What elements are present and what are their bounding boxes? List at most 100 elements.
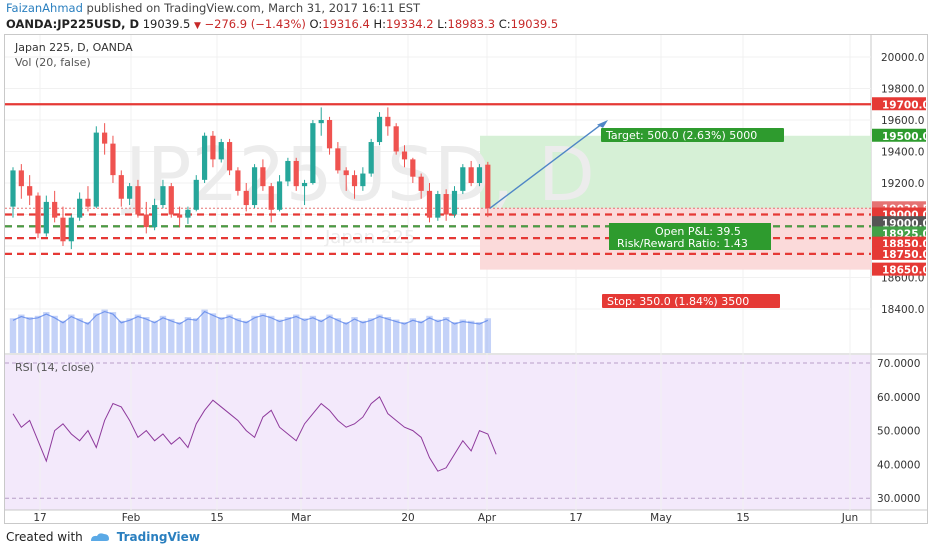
volume-bar (434, 319, 442, 353)
price-tag-bg (872, 128, 926, 142)
volume-bar (151, 320, 158, 353)
author-link[interactable]: FaizanAhmad (6, 1, 83, 15)
volume-bar (409, 318, 417, 353)
volume-bar (51, 315, 58, 353)
created-with-text: Created with (6, 530, 83, 544)
candle-body (43, 201, 49, 234)
candle-body (226, 142, 233, 171)
price-tag-bg (872, 216, 926, 230)
time-tick-label: 17 (33, 512, 46, 523)
candle-body (143, 214, 149, 228)
time-tick-label: 15 (210, 512, 223, 523)
rsi-tick-label: 30.0000 (877, 493, 920, 505)
volume-bar (451, 322, 458, 353)
volume-bar (376, 314, 383, 353)
price-tick-label: 18400.0 (881, 304, 924, 316)
tradingview-cloud-icon (90, 533, 109, 541)
candle-body (152, 205, 158, 228)
candle-body (426, 190, 433, 218)
published-text: published on TradingView.com, March 31, … (86, 1, 421, 15)
time-tick-label: 20 (401, 512, 414, 523)
volume-bar (276, 319, 283, 353)
volume-bar (76, 318, 83, 353)
candle-body (351, 175, 358, 187)
close-label: C: (498, 17, 511, 31)
candle-body (468, 167, 474, 183)
candle-body (451, 190, 458, 215)
candle-body (127, 186, 133, 199)
candle-body (310, 123, 316, 183)
stop-label: Stop: 350.0 (1.84%) 3500 (607, 295, 749, 308)
volume-bar (401, 322, 408, 353)
price-tag-label: 18650.0 (882, 265, 927, 277)
volume-bar (18, 314, 25, 353)
candle-body (210, 135, 216, 160)
volume-bar (293, 314, 300, 353)
volume-bar (334, 318, 342, 353)
volume-bar (93, 313, 100, 353)
volume-bar (9, 318, 17, 353)
candle-body (168, 186, 174, 215)
volume-bar (34, 315, 42, 353)
volume-bar (176, 322, 183, 353)
candle-body (335, 148, 341, 171)
symbol-watermark: JP225USD, D (121, 132, 595, 218)
volume-bar (126, 318, 133, 353)
target-zone (480, 135, 871, 209)
publish-info: FaizanAhmad published on TradingView.com… (6, 1, 420, 15)
last-price: 19039.5 (142, 17, 191, 31)
price-tick-label: 19800.0 (881, 84, 924, 96)
candle-body (485, 164, 491, 209)
close-value: 19039.5 (510, 17, 559, 31)
candle-body (60, 217, 66, 242)
candle-body (235, 170, 241, 191)
high-label: H: (373, 17, 387, 31)
volume-bar (134, 314, 142, 353)
candle-body (201, 135, 208, 180)
candle-body (476, 167, 483, 183)
candle-body (118, 175, 124, 199)
time-tick-label: Feb (122, 512, 141, 523)
candle-body (443, 194, 449, 215)
time-tick-label: Jun (841, 512, 858, 523)
candle-body (301, 183, 308, 187)
rsi-tick-label: 50.0000 (877, 426, 920, 438)
chart-title: Japan 225, D, OANDA (14, 41, 133, 54)
symbol-name: OANDA:JP225USD, D (6, 17, 140, 31)
target-label: Target: 500.0 (2.63%) 5000 (605, 129, 757, 142)
candle-body (293, 160, 299, 187)
price-chart[interactable]: JP225USD, D Japan 225 Target: 500.0 (2.6… (5, 35, 930, 524)
volume-bar (209, 313, 217, 353)
volume-bar (359, 320, 367, 353)
volume-bar (251, 315, 258, 353)
candle-body (360, 173, 366, 187)
candle-body (393, 126, 399, 152)
volume-bar (384, 317, 392, 353)
candle-body (177, 214, 183, 218)
candle-body (343, 170, 349, 176)
chart-frame[interactable]: JP225USD, D Japan 225 Target: 500.0 (2.6… (4, 34, 930, 524)
rsi-tick-label: 40.0000 (877, 459, 920, 471)
volume-bar (234, 318, 242, 353)
volume-bar (259, 313, 267, 353)
volume-bar (309, 315, 317, 353)
price-tick-label: 20000.0 (881, 52, 924, 64)
volume-bar (101, 309, 108, 353)
candle-body (110, 143, 116, 176)
volume-bar (68, 314, 75, 353)
volume-bar (367, 318, 375, 353)
price-tag-bg (872, 226, 926, 240)
volume-bar (351, 317, 358, 353)
volume-bar (268, 315, 275, 353)
volume-bar (392, 319, 400, 353)
candle-body (93, 132, 99, 207)
volume-bar (484, 318, 492, 353)
candle-body (52, 201, 58, 218)
volume-bar (326, 314, 333, 353)
tradingview-brand[interactable]: TradingView (116, 530, 200, 544)
time-tick-label: May (650, 512, 672, 523)
candle-body (243, 190, 249, 206)
volume-bar (168, 318, 175, 353)
rsi-tick-label: 70.0000 (877, 358, 920, 370)
candle-body (193, 179, 199, 210)
